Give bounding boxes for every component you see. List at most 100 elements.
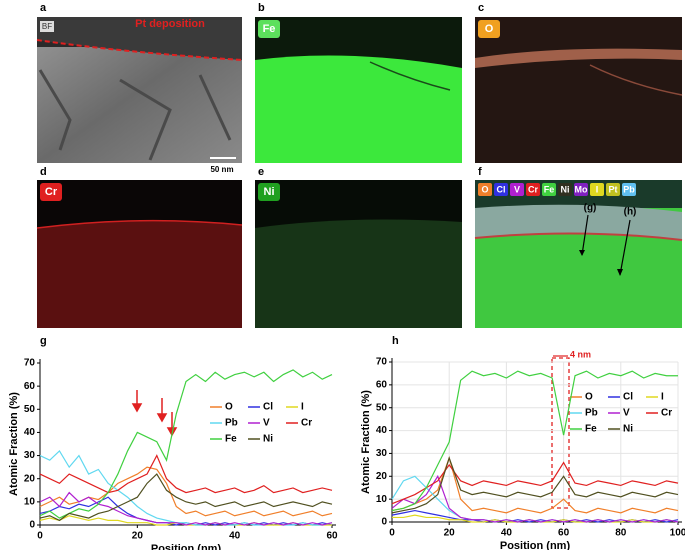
y-tick-label: 20 bbox=[376, 471, 388, 482]
series-line bbox=[39, 369, 333, 519]
element-chip-label: Cl bbox=[497, 184, 506, 194]
panel-label: f bbox=[478, 166, 482, 178]
y-tick-label: 30 bbox=[24, 450, 36, 461]
x-tick-label: 100 bbox=[670, 528, 685, 539]
legend-label: Cl bbox=[623, 392, 633, 403]
y-tick-label: 60 bbox=[376, 379, 388, 390]
element-chip bbox=[542, 183, 556, 196]
legend-label: Cr bbox=[301, 418, 312, 429]
element-chip-label: Mo bbox=[575, 184, 588, 194]
x-tick-label: 20 bbox=[132, 531, 144, 542]
legend-label: O bbox=[225, 402, 233, 413]
y-tick-label: 10 bbox=[24, 496, 36, 507]
element-chip bbox=[606, 183, 620, 196]
y-tick-label: 0 bbox=[29, 520, 35, 531]
x-tick-label: 60 bbox=[326, 531, 338, 542]
element-chip-label: Pb bbox=[623, 184, 635, 194]
dip-box: 4 nm bbox=[551, 349, 591, 509]
y-tick-label: 40 bbox=[376, 425, 388, 436]
legend-label: I bbox=[661, 392, 664, 403]
y-tick-label: 10 bbox=[376, 494, 388, 505]
y-tick-label: 30 bbox=[376, 448, 388, 459]
element-tag: Ni bbox=[264, 186, 275, 198]
arrows-g bbox=[131, 390, 178, 437]
panel-label: g bbox=[40, 335, 47, 347]
series-line bbox=[39, 491, 333, 526]
legend-label: O bbox=[585, 392, 593, 403]
element-chip-label: O bbox=[481, 184, 488, 194]
legend-label: Pb bbox=[585, 408, 598, 419]
panel-a: BF Pt deposition 50 nm a bbox=[36, 2, 243, 174]
legend-label: Fe bbox=[585, 424, 597, 435]
y-tick-label: 70 bbox=[24, 358, 36, 369]
y-tick-label: 60 bbox=[24, 381, 36, 392]
y-tick-label: 50 bbox=[376, 402, 388, 413]
legend-label: Ni bbox=[623, 424, 633, 435]
element-chip bbox=[510, 183, 524, 196]
series-line bbox=[391, 456, 679, 514]
series-line bbox=[39, 473, 333, 522]
x-tick-label: 40 bbox=[501, 528, 513, 539]
series-line bbox=[391, 461, 679, 505]
panel-label: b bbox=[258, 2, 265, 14]
panel-f: (g) (h) f O Cl V Cr Fe Ni Mo I Pt Pb bbox=[474, 166, 683, 328]
x-axis-label: Position (nm) bbox=[500, 540, 571, 550]
panel-d: Cr d bbox=[36, 166, 243, 328]
panel-label: h bbox=[392, 335, 399, 347]
series-line bbox=[391, 370, 678, 512]
element-chip bbox=[622, 183, 636, 196]
legend-label: Cl bbox=[263, 402, 273, 413]
x-tick-label: 0 bbox=[389, 528, 395, 539]
panel-b: Fe b bbox=[255, 2, 462, 163]
legend-label: Fe bbox=[225, 434, 237, 445]
element-chip bbox=[526, 183, 540, 196]
annotation: (h) bbox=[624, 207, 637, 218]
element-chip bbox=[478, 183, 492, 196]
x-axis-label: Position (nm) bbox=[151, 543, 222, 550]
element-tag: Cr bbox=[45, 186, 58, 198]
y-tick-label: 40 bbox=[24, 427, 36, 438]
series-line bbox=[391, 456, 679, 514]
element-chip-label: Fe bbox=[544, 184, 555, 194]
x-tick-label: 0 bbox=[37, 531, 43, 542]
legend-label: V bbox=[263, 418, 270, 429]
element-chip-label: Ni bbox=[561, 184, 570, 194]
element-chip-label: I bbox=[596, 184, 599, 194]
series-line bbox=[39, 466, 333, 517]
panel-e: Ni e bbox=[255, 166, 462, 328]
element-chip bbox=[574, 183, 588, 196]
y-tick-label: 50 bbox=[24, 404, 36, 415]
element-chip bbox=[590, 183, 604, 196]
x-tick-label: 20 bbox=[444, 528, 456, 539]
tag: BF bbox=[42, 22, 52, 31]
legend-label: Cr bbox=[661, 408, 672, 419]
x-tick-label: 40 bbox=[229, 531, 241, 542]
legend-label: Pb bbox=[225, 418, 238, 429]
y-axis-label: Atomic Fraction (%) bbox=[360, 390, 372, 494]
y-tick-label: 0 bbox=[381, 517, 387, 528]
element-tag: Fe bbox=[263, 23, 276, 35]
panel-c: O c bbox=[475, 2, 683, 163]
legend-label: Ni bbox=[263, 434, 273, 445]
y-tick-label: 70 bbox=[376, 357, 388, 368]
panel-label: d bbox=[40, 166, 47, 178]
panel-label: a bbox=[40, 2, 47, 14]
x-tick-label: 80 bbox=[615, 528, 627, 539]
y-axis-label: Atomic Fraction (%) bbox=[8, 392, 20, 496]
y-tick-label: 20 bbox=[24, 473, 36, 484]
element-chip-label: V bbox=[514, 184, 520, 194]
series-line bbox=[39, 454, 333, 494]
scale-bar: 50 nm bbox=[210, 165, 233, 174]
element-chip bbox=[494, 183, 508, 196]
annotation: 4 nm bbox=[570, 349, 591, 359]
legend-label: V bbox=[623, 408, 630, 419]
element-tag: O bbox=[485, 23, 494, 35]
element-chip bbox=[558, 183, 572, 196]
element-chip-label: Pt bbox=[609, 184, 618, 194]
legend-label: I bbox=[301, 402, 304, 413]
annotation: Pt deposition bbox=[135, 18, 205, 30]
panel-label: e bbox=[258, 166, 264, 178]
panel-label: c bbox=[478, 2, 484, 14]
series-line bbox=[391, 474, 679, 523]
